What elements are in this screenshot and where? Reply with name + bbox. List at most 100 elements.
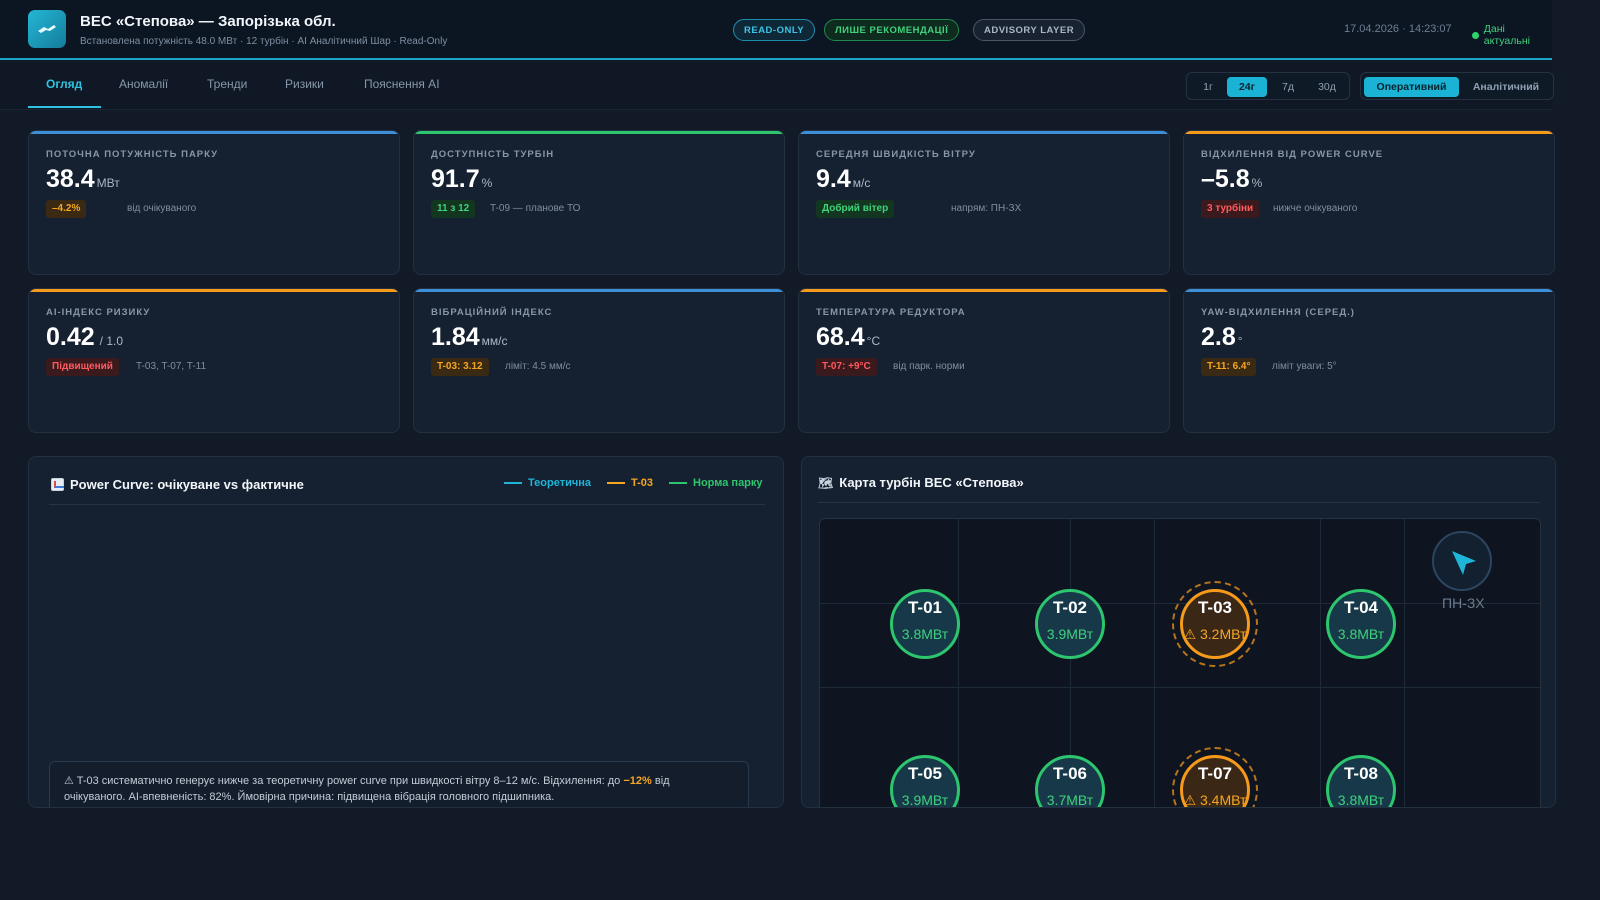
read-only-badge: READ-ONLY <box>733 19 816 41</box>
kpi-note: ліміт уваги: 5° <box>1272 361 1337 372</box>
kpi-number: 91.7 <box>431 165 480 193</box>
power-curve-title-text: Power Curve: очікуване vs фактичне <box>70 477 304 492</box>
kpi-note: T-09 — планове ТО <box>490 203 581 214</box>
kpi-note: T-03, T-07, T-11 <box>136 361 207 372</box>
legend-label: Норма парку <box>693 477 763 489</box>
kpi-note: від очікуваного <box>127 203 197 214</box>
page-title: ВЕС «Степова» — Запорізька обл. <box>80 13 336 30</box>
tab-ai-explanations[interactable]: Пояснення AI <box>364 77 440 91</box>
kpi-label: AI-ІНДЕКС РИЗИКУ <box>46 307 151 318</box>
mode-analytical-button[interactable]: Аналітичний <box>1472 81 1540 93</box>
card-accent-bar <box>414 131 784 134</box>
legend-line-icon <box>607 482 625 484</box>
insight-text-start: ⚠ T-03 систематично генерує нижче за тео… <box>64 775 624 787</box>
tab-trends[interactable]: Тренди <box>207 77 248 91</box>
tab-risks[interactable]: Ризики <box>285 77 324 91</box>
kpi-card-availability: ДОСТУПНІСТЬ ТУРБІН 91.7% 11 з 12 T-09 — … <box>413 130 785 275</box>
kpi-value: 91.7% <box>431 165 492 194</box>
kpi-card-gearbox-temperature: ТЕМПЕРАТУРА РЕДУКТОРА 68.4 °C T-07: +9°C … <box>798 288 1170 433</box>
turbine-marker-t08[interactable]: T-08 3.8МВт <box>1326 755 1396 807</box>
kpi-badge: T-07: +9°C <box>816 358 877 376</box>
kpi-badge: T-11: 6.4° <box>1201 358 1257 376</box>
turbine-power: 3.8МВт <box>1337 626 1385 642</box>
turbine-marker-t06[interactable]: T-06 3.7МВт <box>1035 755 1105 808</box>
kpi-unit: МВт <box>96 176 120 190</box>
app-header: ВЕС «Степова» — Запорізька обл. Встановл… <box>0 0 1552 60</box>
turbine-marker-t01[interactable]: T-01 3.8МВт <box>890 589 960 659</box>
range-30d-button[interactable]: 30д <box>1318 81 1336 93</box>
tab-anomalies[interactable]: Аномалії <box>119 77 169 91</box>
kpi-value: 9.4 м/с <box>816 165 870 194</box>
turbine-marker-t02[interactable]: T-02 3.9МВт <box>1035 589 1105 659</box>
tab-overview[interactable]: Огляд <box>46 77 83 91</box>
wind-turbine-logo-icon <box>28 10 66 48</box>
card-accent-bar <box>799 131 1169 134</box>
kpi-card-park-power: ПОТОЧНА ПОТУЖНІСТЬ ПАРКУ 38.4 МВт –4.2% в… <box>28 130 400 275</box>
panel-divider <box>818 502 1540 503</box>
turbine-id: T-06 <box>1052 764 1088 783</box>
kpi-unit: % <box>1251 176 1263 190</box>
kpi-unit: / 1.0 <box>99 334 124 348</box>
turbine-power: 3.8МВт <box>901 626 949 642</box>
legend-item-park-norm: Норма парку <box>669 477 763 489</box>
turbine-marker-t05[interactable]: T-05 3.9МВт <box>890 755 960 807</box>
legend-label: Теоретична <box>528 477 591 489</box>
legend-item-theoretical: Теоретична <box>504 477 591 489</box>
turbine-id: T-01 <box>907 598 943 617</box>
kpi-card-wind-speed: СЕРЕДНЯ ШВИДКІСТЬ ВІТРУ 9.4 м/с Добрий ві… <box>798 130 1170 275</box>
kpi-number: 1.84 <box>431 323 480 351</box>
turbine-power: ⚠ 3.2МВт <box>1183 626 1247 642</box>
turbine-marker-t04[interactable]: T-04 3.8МВт <box>1326 589 1396 659</box>
map-icon: 🗺 <box>818 475 834 490</box>
kpi-value: 1.84 мм/с <box>431 323 508 352</box>
turbine-marker-t07[interactable]: T-07 ⚠ 3.4МВт <box>1172 747 1258 808</box>
turbine-id: T-08 <box>1343 764 1379 783</box>
card-accent-bar <box>799 289 1169 292</box>
turbine-power: 3.9МВт <box>1046 626 1094 642</box>
power-curve-legend: Теоретична T-03 Норма парку <box>504 477 763 489</box>
wind-compass <box>1432 531 1492 591</box>
turbine-power: 3.7МВт <box>1046 792 1094 808</box>
kpi-label: ДОСТУПНІСТЬ ТУРБІН <box>431 149 555 160</box>
power-curve-panel: Power Curve: очікуване vs фактичне Теоре… <box>28 456 784 808</box>
kpi-note: нижче очікуваного <box>1273 203 1358 214</box>
range-7d-button[interactable]: 7д <box>1282 81 1294 93</box>
card-accent-bar <box>1184 131 1554 134</box>
kpi-badge: Підвищений <box>46 358 119 376</box>
page-bottom-background <box>0 808 1600 900</box>
data-status-label: Дані актуальні <box>1483 23 1530 47</box>
range-24h-button[interactable]: 24г <box>1227 77 1267 97</box>
kpi-unit: мм/с <box>481 334 508 348</box>
turbine-marker-t03[interactable]: T-03 ⚠ 3.2МВт <box>1172 581 1258 667</box>
page-subtitle: Встановлена потужність 48.0 МВт · 12 тур… <box>80 36 448 47</box>
active-tab-indicator <box>28 106 101 108</box>
legend-line-icon <box>669 482 688 484</box>
ai-insight-box: ⚠ T-03 систематично генерує нижче за тео… <box>49 761 749 807</box>
legend-item-t03: T-03 <box>607 477 653 489</box>
kpi-note: напрям: ПН-ЗХ <box>951 203 1022 214</box>
kpi-badge: –4.2% <box>46 200 87 218</box>
kpi-card-ai-risk-index: AI-ІНДЕКС РИЗИКУ 0.42 / 1.0 Підвищений T-… <box>28 288 400 433</box>
range-1h-button[interactable]: 1г <box>1203 81 1213 93</box>
kpi-value: –5.8% <box>1201 165 1262 194</box>
turbine-power: ⚠ 3.4МВт <box>1183 792 1247 808</box>
kpi-unit: ° <box>1237 334 1243 348</box>
mode-operational-button[interactable]: Оперативний <box>1364 77 1459 97</box>
legend-line-icon <box>504 482 522 484</box>
turbine-id: T-04 <box>1343 598 1379 617</box>
kpi-label: ТЕМПЕРАТУРА РЕДУКТОРА <box>816 307 966 318</box>
power-curve-title: Power Curve: очікуване vs фактичне <box>51 477 304 492</box>
panel-divider <box>49 504 765 505</box>
map-grid-line <box>958 519 959 807</box>
tabs-bar: Огляд Аномалії Тренди Ризики Пояснення A… <box>0 62 1554 110</box>
kpi-value: 68.4 °C <box>816 323 880 352</box>
map-grid-line <box>1154 519 1155 807</box>
turbine-map: T-01 3.8МВт T-02 3.9МВт T-03 ⚠ 3.2МВт T-… <box>819 518 1541 808</box>
kpi-number: 9.4 <box>816 165 851 193</box>
mode-selector: Оперативний Аналітичний <box>1360 72 1554 100</box>
legend-label: T-03 <box>631 477 654 489</box>
turbine-id: T-03 <box>1197 598 1233 617</box>
map-grid-line <box>1320 519 1321 807</box>
recommendations-only-badge: ЛИШЕ РЕКОМЕНДАЦІЇ <box>824 19 960 41</box>
card-accent-bar <box>414 289 784 292</box>
